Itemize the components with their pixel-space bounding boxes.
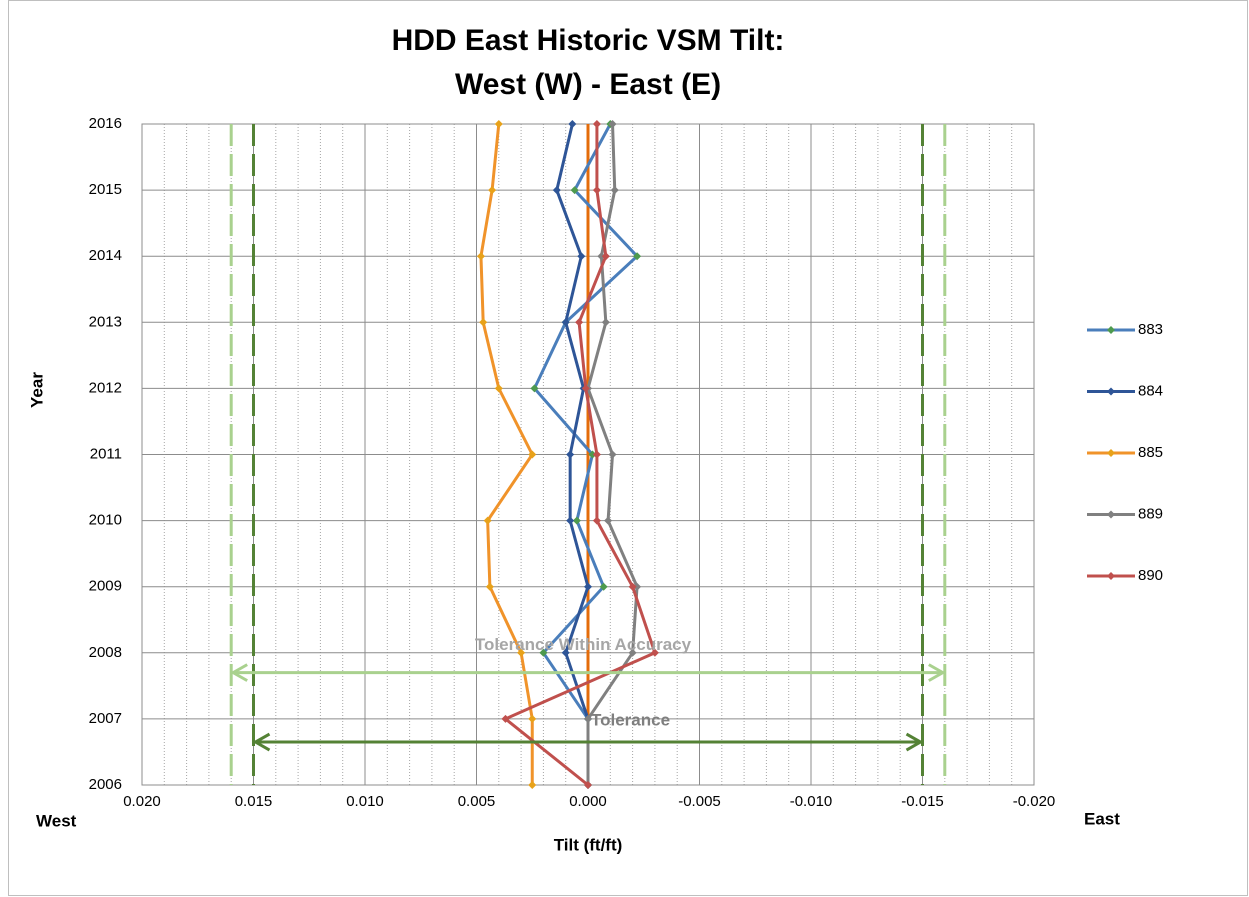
y-tick-label: 2016 [89, 115, 122, 132]
arrow-head [252, 732, 271, 752]
marker [604, 516, 613, 525]
legend-marker [1107, 387, 1115, 396]
marker [483, 516, 492, 525]
marker [488, 186, 497, 195]
marker [528, 714, 537, 723]
marker [568, 120, 577, 128]
y-tick-label: 2014 [89, 247, 122, 264]
chart-title: West (W) - East (E) [455, 68, 721, 101]
marker [584, 714, 592, 723]
annotation: Tolerance [591, 711, 670, 730]
marker [566, 450, 575, 459]
marker [572, 516, 581, 525]
marker [530, 384, 539, 393]
marker [566, 516, 575, 525]
marker [494, 120, 503, 128]
legend-label: 889 [1138, 505, 1163, 522]
chart-title: HDD East Historic VSM Tilt: [392, 24, 785, 57]
x-tick-label: 0.015 [235, 793, 273, 810]
marker [581, 384, 590, 393]
marker [633, 582, 642, 591]
marker [575, 318, 584, 327]
x-tick-label: 0.005 [458, 793, 496, 810]
marker [584, 582, 592, 591]
marker [597, 252, 606, 261]
legend-marker [1107, 510, 1115, 519]
marker [528, 781, 537, 789]
marker [517, 648, 526, 657]
marker [592, 120, 601, 128]
marker [584, 781, 592, 789]
marker [476, 252, 485, 261]
marker [528, 450, 537, 459]
marker [628, 582, 637, 591]
marker [633, 252, 642, 261]
x-tick-label: -0.020 [1013, 793, 1056, 810]
arrow-head [230, 663, 248, 682]
legend-label: 884 [1138, 382, 1163, 399]
y-tick-label: 2012 [89, 379, 122, 396]
marker [561, 648, 570, 657]
y-tick-label: 2013 [89, 313, 122, 330]
annotation: Tolerance Within Accuracy [475, 635, 692, 654]
y-axis-label: Year [27, 372, 46, 408]
x-axis-label: Tilt (ft/ft) [554, 835, 623, 854]
marker [479, 318, 488, 327]
arrow-head [928, 663, 946, 682]
marker [601, 318, 610, 327]
marker [552, 186, 561, 195]
marker [501, 714, 510, 723]
arrow-head [905, 732, 924, 752]
marker [628, 648, 637, 657]
marker [588, 450, 597, 459]
x-tick-label: 0.010 [346, 793, 384, 810]
x-tick-label: -0.005 [678, 793, 721, 810]
marker [539, 648, 548, 657]
marker [610, 186, 619, 195]
x-tick-label: 0.000 [569, 793, 607, 810]
marker [592, 186, 601, 195]
y-tick-label: 2011 [90, 445, 122, 462]
marker [650, 648, 659, 657]
marker [608, 120, 617, 128]
marker [570, 186, 579, 195]
legend-label: 890 [1138, 567, 1163, 584]
legend-label: 885 [1138, 444, 1163, 461]
x-tick-label: -0.015 [901, 793, 944, 810]
marker [592, 450, 601, 459]
x-end-label: West [36, 811, 77, 830]
marker [561, 318, 570, 327]
marker [608, 450, 617, 459]
marker [599, 582, 608, 591]
y-tick-label: 2010 [89, 512, 122, 529]
y-tick-label: 2008 [89, 644, 122, 661]
legend-marker [1107, 326, 1115, 334]
marker [592, 516, 601, 525]
x-end-label: East [1084, 809, 1120, 828]
y-tick-label: 2015 [89, 181, 122, 198]
marker [601, 252, 610, 261]
marker [494, 384, 503, 393]
y-tick-label: 2007 [89, 710, 122, 727]
legend-marker [1107, 572, 1115, 580]
x-tick-label: -0.010 [790, 793, 833, 810]
marker [485, 582, 494, 591]
y-tick-label: 2006 [89, 776, 122, 793]
y-tick-label: 2009 [89, 578, 122, 595]
legend-marker [1107, 449, 1115, 457]
marker [577, 252, 586, 261]
legend-label: 883 [1138, 321, 1163, 338]
x-tick-label: 0.020 [123, 793, 161, 810]
chart-border [8, 0, 1248, 896]
